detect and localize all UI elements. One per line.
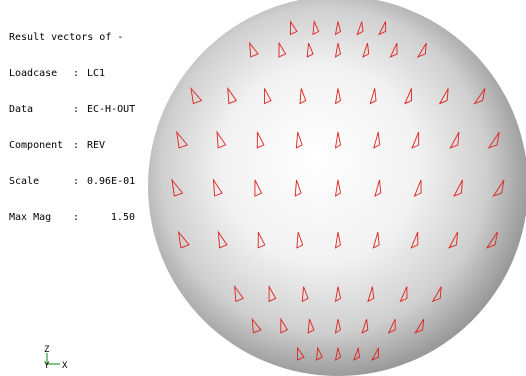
vector-glyph (352, 347, 361, 362)
x-axis-label: X (62, 361, 68, 371)
vector-glyph (334, 319, 342, 334)
info-sep: : (73, 176, 80, 187)
vector-glyph (268, 284, 277, 303)
vector-glyph (448, 231, 459, 249)
vector-glyph (257, 231, 266, 249)
vector-glyph (251, 317, 262, 334)
vector-glyph (306, 42, 314, 58)
vector-glyph (399, 286, 408, 303)
vector-glyph (227, 86, 237, 105)
vector-glyph (312, 19, 320, 36)
info-sep: : (73, 212, 80, 223)
vector-glyph (334, 347, 342, 361)
vector-glyph (256, 131, 265, 149)
y-axis-label: Y (44, 361, 50, 371)
vector-glyph (254, 179, 263, 197)
vector-glyph (299, 88, 307, 105)
vector-glyph (234, 285, 244, 303)
vector-glyph (473, 88, 486, 105)
vector-glyph (369, 88, 377, 105)
info-row-component: Component : REV (9, 140, 135, 152)
info-key: Loadcase (9, 68, 58, 79)
vector-glyph (249, 41, 259, 58)
vector-glyph (334, 232, 342, 249)
info-row-loadcase: Loadcase : LC1 (9, 68, 135, 80)
info-sep: : (73, 68, 80, 79)
info-key: Data (9, 104, 34, 115)
info-title: Result vectors of - (9, 32, 124, 43)
vector-glyph (296, 231, 304, 249)
info-value: LC1 (87, 68, 106, 79)
info-key: Component (9, 140, 64, 151)
vector-glyph (190, 86, 203, 105)
vector-glyph (378, 21, 387, 36)
axis-triad-icon: Z Y X (44, 345, 68, 371)
vector-glyph (410, 231, 419, 249)
vector-glyph (453, 179, 463, 197)
vector-glyph (362, 42, 370, 58)
vector-glyph (334, 88, 342, 105)
vector-glyph (431, 286, 442, 303)
vector-glyph (356, 21, 364, 36)
info-row-scale: Scale : 0.96E-01 (9, 176, 135, 188)
vector-glyph (404, 88, 413, 105)
vector-glyph (216, 130, 227, 149)
vector-glyph (438, 88, 449, 105)
vector-glyph (372, 232, 380, 249)
vector-glyph (171, 178, 184, 197)
vector-glyph (485, 231, 498, 249)
vector-glyph (370, 347, 380, 362)
vector-glyph (416, 42, 427, 58)
vector-glyph (289, 20, 298, 36)
vector-glyph (294, 179, 302, 197)
vector-glyph (334, 179, 342, 197)
result-info-panel: Result vectors of - Loadcase : LC1 Data … (9, 8, 135, 248)
vector-glyph (307, 318, 315, 334)
vector-glyph (217, 230, 228, 249)
vector-glyph (413, 179, 422, 197)
info-key: Scale (9, 176, 40, 187)
vector-glyph (374, 179, 382, 197)
vector-glyph (296, 346, 305, 361)
vector-glyph (389, 42, 398, 58)
info-value: 1.50 (110, 212, 135, 223)
vector-glyph (492, 179, 505, 197)
vector-glyph (334, 286, 342, 303)
info-value: 0.96E-01 (87, 176, 136, 187)
info-sep: : (73, 104, 80, 115)
vector-glyph (487, 131, 500, 149)
vector-glyph (315, 346, 323, 361)
vector-glyph (278, 41, 287, 58)
result-vectors (171, 19, 505, 362)
vector-glyph (387, 318, 396, 334)
vector-glyph (373, 131, 381, 149)
vector-glyph (263, 88, 272, 105)
vector-glyph (301, 286, 309, 303)
info-value: REV (87, 140, 106, 151)
vector-glyph (176, 130, 188, 149)
vector-glyph (334, 42, 342, 58)
vector-glyph (280, 317, 288, 334)
vector-glyph (414, 318, 425, 334)
vector-glyph (177, 230, 190, 249)
info-row-max-mag: Max Mag : 1.50 (9, 212, 135, 224)
vector-glyph (212, 178, 223, 197)
vector-glyph (411, 131, 420, 149)
info-row-data: Data : EC-H-OUT (9, 104, 135, 116)
vector-glyph (334, 132, 342, 149)
info-key: Max Mag (9, 212, 52, 223)
vector-glyph (361, 319, 369, 334)
info-sep: : (73, 140, 80, 151)
info-value: EC-H-OUT (87, 104, 136, 115)
z-axis-label: Z (44, 345, 50, 355)
vector-glyph (295, 131, 303, 149)
vector-glyph (334, 21, 342, 36)
vector-glyph (449, 131, 460, 149)
vector-glyph (367, 286, 375, 303)
